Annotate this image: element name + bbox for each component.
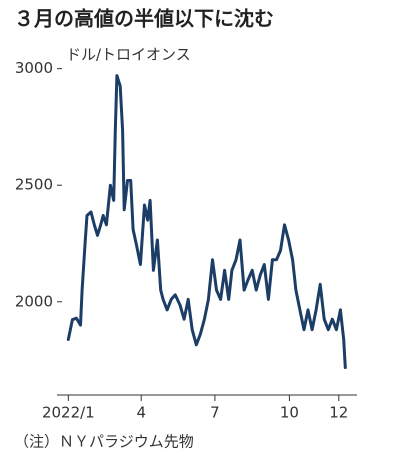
x-tick-label: 2022/1: [42, 404, 95, 422]
x-tick-label: 12: [329, 404, 348, 422]
y-tick-label: 3000: [15, 59, 53, 77]
x-tick-label: 4: [136, 404, 146, 422]
price-line: [66, 74, 347, 369]
y-axis-label: ドル/トロイオンス: [66, 46, 191, 64]
chart-title: ３月の高値の半値以下に沈む: [14, 7, 274, 31]
note: （注）ＮＹパラジウム先物: [14, 433, 194, 451]
x-tick-label: 10: [280, 404, 299, 422]
y-tick-label: 2000: [15, 292, 53, 310]
x-tick-label: 7: [210, 404, 220, 422]
y-tick-label: 2500: [15, 176, 53, 194]
